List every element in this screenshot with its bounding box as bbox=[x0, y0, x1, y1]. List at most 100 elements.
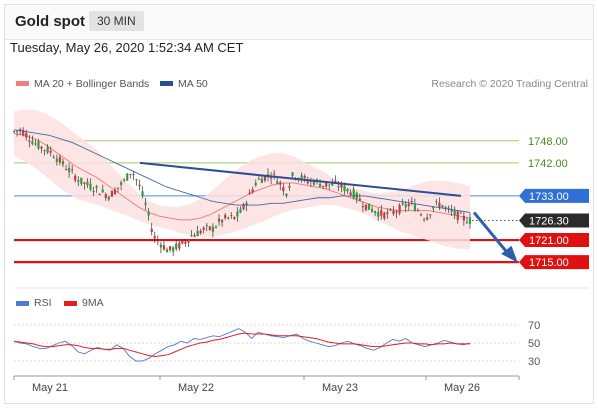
level-label-target: 1742.00 bbox=[528, 158, 568, 170]
candle-body bbox=[28, 140, 31, 142]
chart-header: Gold spot 30 MIN bbox=[5, 5, 593, 40]
rsi-label: RSI bbox=[34, 297, 52, 309]
candle-body bbox=[236, 211, 239, 217]
candle-body bbox=[187, 239, 190, 243]
candle-body bbox=[239, 208, 242, 213]
candle-body bbox=[230, 215, 233, 217]
candle-body bbox=[254, 182, 257, 186]
candle-body bbox=[398, 205, 401, 214]
candle-body bbox=[343, 185, 346, 192]
candle-body bbox=[123, 179, 126, 181]
candle-body bbox=[178, 242, 181, 249]
candle-body bbox=[340, 183, 343, 188]
candle-body bbox=[273, 173, 276, 175]
candle-body bbox=[404, 204, 407, 208]
candle-body bbox=[389, 209, 392, 211]
candle-body bbox=[269, 176, 273, 179]
level-tag-label: 1733.00 bbox=[529, 191, 569, 203]
candle-body bbox=[227, 217, 230, 219]
candle-body bbox=[337, 186, 340, 188]
forecast-arrow-shaft bbox=[472, 211, 511, 256]
level-tag-support: 1721.00 bbox=[519, 233, 589, 248]
candle-body bbox=[300, 175, 303, 180]
candle-body bbox=[303, 176, 306, 178]
candle-body bbox=[441, 205, 444, 208]
candle-body bbox=[162, 245, 166, 250]
candle-body bbox=[168, 246, 172, 251]
instrument-title: Gold spot bbox=[15, 13, 85, 30]
candle-body bbox=[110, 191, 114, 197]
candle-body bbox=[150, 228, 153, 233]
candle-body bbox=[147, 211, 150, 216]
candle-body bbox=[367, 203, 371, 210]
candle-body bbox=[242, 204, 245, 209]
rsi-ma-line bbox=[13, 332, 470, 358]
timeframe-badge[interactable]: 30 MIN bbox=[89, 11, 144, 31]
candle-body bbox=[34, 143, 37, 145]
level-label-target: 1748.00 bbox=[528, 136, 568, 148]
candle-body bbox=[395, 211, 398, 213]
candle-body bbox=[438, 202, 441, 207]
candle-body bbox=[325, 182, 328, 187]
credit-text: Research © 2020 Trading Central bbox=[431, 78, 588, 90]
candle-body bbox=[165, 249, 169, 253]
candle-body bbox=[349, 192, 352, 196]
candle-body bbox=[352, 189, 355, 199]
candle-body bbox=[144, 202, 147, 205]
candle-body bbox=[456, 211, 459, 220]
candle-body bbox=[465, 222, 469, 224]
candle-body bbox=[196, 230, 199, 237]
candle-body bbox=[77, 180, 80, 182]
forecast-arrow-head bbox=[501, 245, 518, 263]
candle-body bbox=[138, 184, 141, 187]
candle-body bbox=[64, 169, 68, 171]
candle-body bbox=[61, 161, 65, 165]
candle-body bbox=[380, 210, 383, 216]
candle-body bbox=[276, 181, 279, 184]
level-tag-current: 1726.30 bbox=[519, 213, 589, 228]
candle-body bbox=[126, 173, 129, 181]
candle-body bbox=[260, 178, 263, 184]
rsi-tick-label: 70 bbox=[528, 320, 540, 332]
candle-body bbox=[429, 214, 432, 216]
candle-body bbox=[410, 201, 413, 203]
candle-body bbox=[211, 226, 215, 232]
level-tag-bg bbox=[519, 213, 589, 228]
candle-body bbox=[370, 208, 374, 212]
candle-body bbox=[453, 210, 456, 215]
candle-body bbox=[202, 227, 205, 230]
candle-body bbox=[15, 130, 19, 132]
candle-body bbox=[101, 189, 104, 193]
candle-body bbox=[40, 146, 43, 149]
ma20-line bbox=[13, 132, 471, 221]
candle-body bbox=[113, 189, 117, 195]
candle-body bbox=[120, 182, 123, 185]
candle-body bbox=[43, 150, 46, 152]
candle-body bbox=[181, 240, 184, 244]
candle-body bbox=[58, 156, 62, 163]
ma50-label: MA 50 bbox=[178, 78, 208, 90]
candle-body bbox=[67, 167, 71, 173]
candle-body bbox=[426, 217, 429, 220]
candle-body bbox=[221, 219, 224, 223]
candle-body bbox=[401, 203, 404, 205]
candle-body bbox=[447, 207, 450, 210]
candle-body bbox=[217, 218, 221, 222]
candle-body bbox=[444, 206, 447, 208]
candle-body bbox=[92, 190, 95, 193]
candle-body bbox=[383, 212, 386, 219]
candle-body bbox=[184, 241, 187, 244]
legend-ma20: MA 20 + Bollinger Bands bbox=[16, 78, 149, 90]
candle-body bbox=[46, 146, 49, 153]
candle-body bbox=[288, 186, 291, 188]
candle-body bbox=[74, 175, 77, 181]
candle-body bbox=[12, 131, 16, 133]
candle-body bbox=[107, 196, 110, 200]
trendline bbox=[139, 161, 462, 197]
candle-body bbox=[435, 201, 438, 203]
candle-body bbox=[263, 176, 267, 181]
candle-body bbox=[462, 215, 465, 221]
candle-body bbox=[346, 188, 349, 192]
candle-body bbox=[55, 158, 58, 162]
candle-body bbox=[98, 193, 101, 196]
